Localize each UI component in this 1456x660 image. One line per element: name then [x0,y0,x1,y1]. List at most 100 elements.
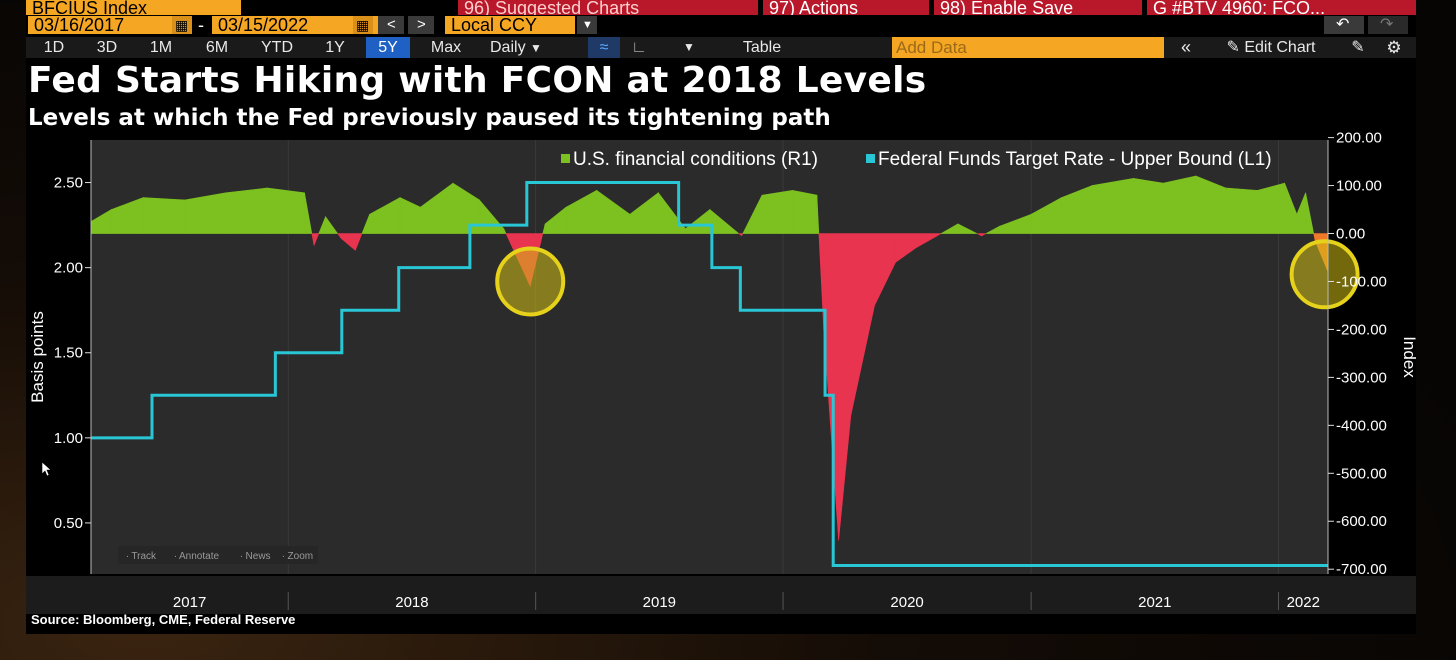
mini-toolbar [118,546,318,564]
right-axis-tick-label: -300.00 [1336,369,1387,386]
edit-icon[interactable]: ✎ [1351,39,1365,56]
right-axis-tick-label: -500.00 [1336,465,1387,482]
redo-icon[interactable]: ↷ [1368,16,1408,34]
fcon-positive-area [792,189,818,234]
fcon-positive-area [1305,192,1315,234]
legend-swatch-fcon [561,154,570,163]
fcon-positive-area [761,190,793,234]
actions-button[interactable]: 97) Actions [763,0,929,16]
fcon-positive-area [266,187,305,234]
period-max[interactable]: Max [430,39,462,56]
pencil-icon: ✎ [1226,39,1240,56]
x-axis-tick-label: 2018 [395,594,428,611]
right-axis-tick-label: -400.00 [1336,417,1387,434]
right-axis-tick-label: -700.00 [1336,561,1387,578]
prev-arrow-icon[interactable]: < [378,16,404,34]
mini-toolbar-zoom: ∙ Zoom [282,551,313,562]
left-axis-title: Basis points [28,311,47,403]
x-axis-bar [26,576,1416,614]
fcon-positive-area [816,195,820,234]
left-axis-tick-label: 0.50 [54,515,83,532]
highlight-circle-1 [495,246,566,317]
mini-toolbar-annotate: ∙ Annotate [174,551,219,562]
legend-label-fed-funds: Federal Funds Target Rate - Upper Bound … [878,149,1272,170]
chart-title: Fed Starts Hiking with FCON at 2018 Leve… [28,60,927,101]
chart-subtitle: Levels at which the Fed previously pause… [28,105,831,131]
period-5y[interactable]: 5Y [366,37,410,58]
chevron-down-icon[interactable]: ▼ [577,16,597,34]
left-axis-tick-label: 2.50 [54,175,83,192]
calendar-icon[interactable]: ▦ [353,16,373,34]
undo-icon[interactable]: ↶ [1324,16,1364,34]
frequency-select[interactable]: Daily ▼ [482,37,568,58]
frequency-label: Daily [490,39,526,56]
period-1y[interactable]: 1Y [325,39,345,56]
currency-select[interactable]: Local CCY [445,16,575,34]
fcon-positive-area [142,197,185,234]
mouse-cursor-icon [41,461,52,477]
collapse-icon[interactable]: « [1180,37,1191,57]
right-axis-title: Index [1400,336,1416,378]
end-date-field[interactable]: 03/15/2022 [212,16,382,34]
fcon-positive-area [709,208,740,234]
period-1m[interactable]: 1M [149,39,173,56]
next-arrow-icon[interactable]: > [408,16,434,34]
fcon-positive-area [1162,175,1197,234]
enable-save-button[interactable]: 98) Enable Save [934,0,1142,16]
fcon-negative-area [741,233,744,237]
right-axis-tick-label: 100.00 [1336,178,1382,195]
mini-toolbar-news: ∙ News [240,551,271,562]
period-6m[interactable]: 6M [205,39,229,56]
fcon-positive-area [1091,178,1134,234]
suggested-charts-button[interactable]: 96) Suggested Charts [458,0,758,16]
source-note: Source: Bloomberg, CME, Federal Reserve [31,612,296,627]
fcon-positive-area [957,223,978,234]
fcon-negative-area [981,233,987,237]
fcon-positive-area [304,192,313,234]
right-axis-tick-label: 200.00 [1336,130,1382,147]
bar-chart-icon[interactable]: ∟ [631,39,647,56]
legend-swatch-fed-funds [866,154,875,163]
edit-chart-button[interactable]: ✎ Edit Chart [1206,37,1336,58]
fcon-positive-area [1225,187,1258,234]
x-axis-tick-label: 2021 [1138,594,1171,611]
fcon-negative-area [936,233,943,237]
right-axis-tick-label: -100.00 [1336,273,1387,290]
chevron-down-icon: ▼ [530,41,542,55]
left-axis-tick-label: 1.50 [54,345,83,362]
fcon-positive-area [325,215,339,234]
fcon-negative-area [355,233,363,251]
date-separator: - [198,15,204,35]
left-axis-tick-label: 1.00 [54,430,83,447]
table-button[interactable]: Table [742,39,782,56]
gear-icon[interactable]: ⚙ [1386,38,1402,57]
mini-toolbar-track: ∙ Track [126,551,157,562]
fcon-positive-area [225,187,268,234]
terminal-window: BFCIUS Index 96) Suggested Charts 97) Ac… [26,0,1416,634]
date-range-bar: 03/16/2017 ▦ - 03/15/2022 ▦ < > Local CC… [26,15,1416,35]
highlight-circle-2 [1289,239,1360,310]
x-axis-tick-label: 2019 [643,594,676,611]
period-3d[interactable]: 3D [96,39,118,56]
left-axis-tick-label: 2.00 [54,260,83,277]
chevron-down-icon[interactable]: ▼ [683,40,695,54]
edit-chart-label: Edit Chart [1244,39,1316,56]
security-field[interactable]: BFCIUS Index [26,0,241,16]
calendar-icon[interactable]: ▦ [172,16,192,34]
legend-label-fcon: U.S. financial conditions (R1) [573,149,818,170]
x-axis-tick-label: 2022 [1287,594,1320,611]
right-axis-tick-label: -200.00 [1336,321,1387,338]
x-axis-tick-label: 2017 [173,594,206,611]
fcon-positive-area [184,192,227,234]
fed-funds-line [91,181,1328,567]
right-axis-tick-label: -600.00 [1336,513,1387,530]
chart-name-field[interactable]: G #BTV 4960: FCO... [1147,0,1416,16]
line-chart-icon[interactable]: ≈ [588,37,620,58]
period-toolbar: 1D 3D 1M 6M YTD 1Y 5Y Max Daily ▼ ≈ ∟ ▼ … [26,37,1416,58]
period-1d[interactable]: 1D [43,39,65,56]
fcon-negative-area [313,233,320,246]
start-date-field[interactable]: 03/16/2017 [28,16,191,34]
fcon-positive-area [503,228,507,234]
period-ytd[interactable]: YTD [261,39,293,56]
add-data-input[interactable]: Add Data [892,37,1164,58]
